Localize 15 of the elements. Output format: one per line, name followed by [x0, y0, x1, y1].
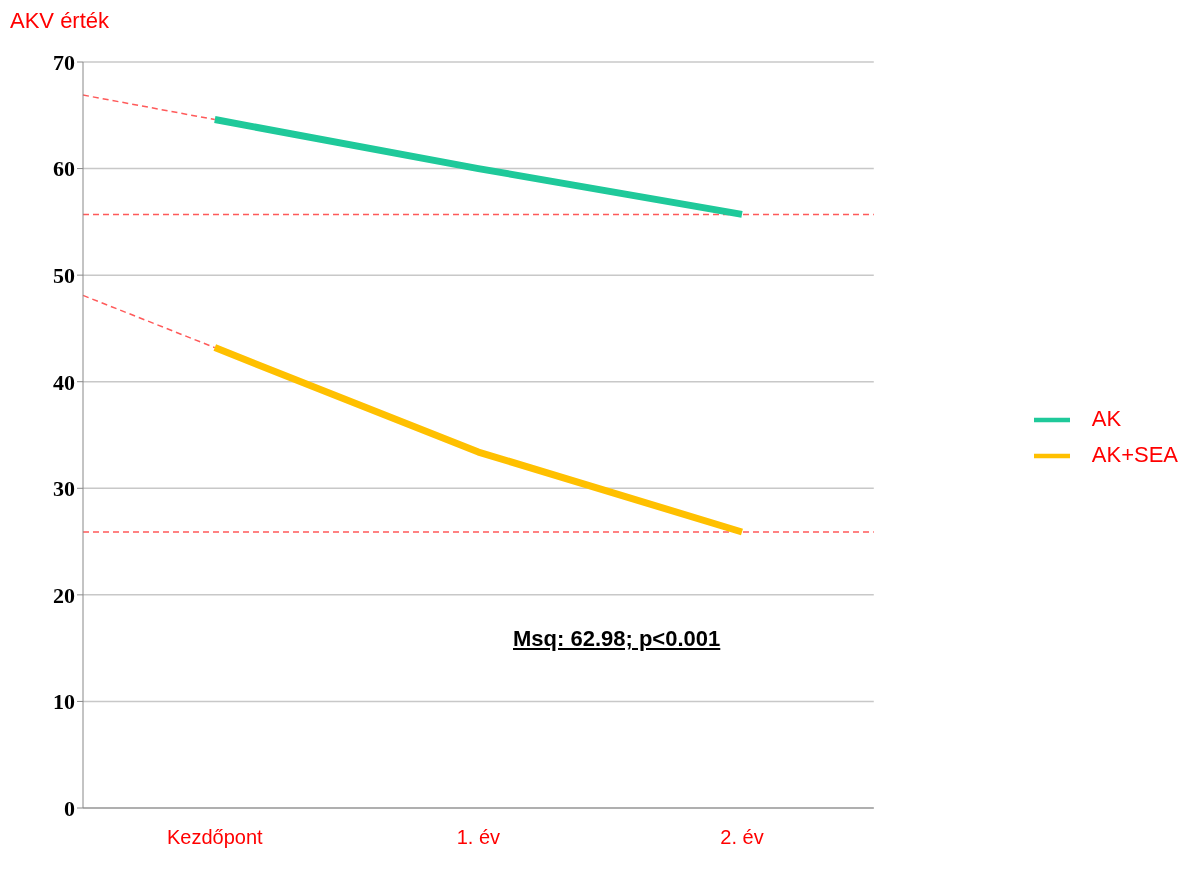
- x-tick-label: Kezdőpont: [166, 826, 264, 849]
- y-tick-label: 60: [53, 156, 75, 182]
- x-tick-label: 1. év: [456, 826, 501, 849]
- y-axis-title: AKV érték: [10, 8, 110, 34]
- x-tick-label: 2. év: [720, 826, 764, 849]
- y-tick-label: 20: [53, 582, 75, 608]
- legend-label: AK+SEA: [1091, 441, 1178, 467]
- y-tick-label: 30: [53, 476, 75, 502]
- y-tick-label: 70: [53, 49, 75, 75]
- y-tick-label: 50: [53, 262, 75, 288]
- legend-label: AK: [1091, 405, 1122, 431]
- y-tick-label: 0: [64, 795, 75, 821]
- y-tick-label: 10: [53, 689, 75, 715]
- annotation: Msq: 62.98; p<0.001: [513, 626, 721, 652]
- y-tick-label: 40: [53, 369, 75, 395]
